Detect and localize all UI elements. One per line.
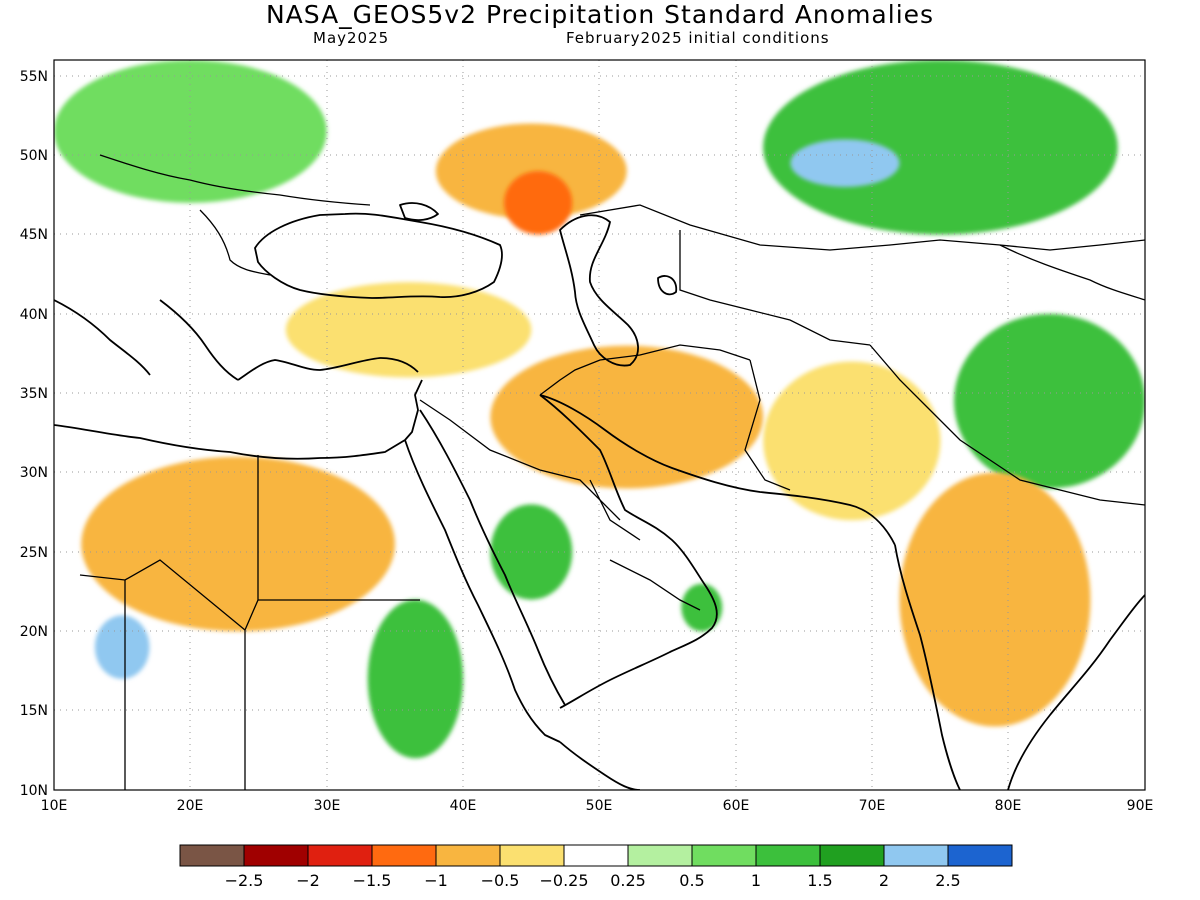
anomaly-region (54, 60, 327, 203)
colorbar-swatch (947, 844, 1013, 867)
lon-tick: 60E (723, 798, 750, 814)
colorbar-swatch (371, 844, 437, 867)
map-frame (53, 59, 1146, 791)
lat-tick: 35N (20, 386, 48, 402)
colorbar: −2.5 −2 −1.5 −1 −0.5 −0.25 0.25 0.5 1 1.5 2 2.5 (179, 844, 1013, 890)
colorbar-label: −2.5 (225, 871, 264, 890)
anomaly-region (790, 139, 900, 187)
lon-tick: 80E (995, 798, 1022, 814)
lon-tick: 20E (177, 798, 204, 814)
lon-tick: 90E (1127, 798, 1154, 814)
colorbar-swatch (307, 844, 373, 867)
colorbar-label: −1 (424, 871, 448, 890)
anomaly-region (435, 123, 627, 219)
anomaly-region (763, 60, 1118, 235)
colorbar-swatch (755, 844, 821, 867)
colorbar-swatch (819, 844, 885, 867)
anomaly-region (367, 599, 464, 759)
anomaly-region (899, 472, 1091, 727)
anomaly-region (504, 171, 573, 235)
lat-tick: 45N (20, 227, 48, 243)
anomaly-region (81, 456, 395, 632)
colorbar-label: 0.25 (610, 871, 646, 890)
colorbar-label: −0.25 (539, 871, 588, 890)
valid-month-label: May2025 (313, 29, 390, 47)
lat-tick: 25N (20, 545, 48, 561)
colorbar-swatch (243, 844, 309, 867)
colorbar-label: 2.5 (935, 871, 960, 890)
colorbar-swatch (179, 844, 245, 867)
lat-tick: 50N (20, 148, 48, 164)
colorbar-swatch (883, 844, 949, 867)
country-borders (79, 154, 1145, 790)
initial-conditions-label: February2025 initial conditions (566, 29, 830, 47)
lon-tick: 10E (41, 798, 68, 814)
anomaly-region (285, 282, 532, 378)
colorbar-swatch (435, 844, 501, 867)
colorbar-label: 1.5 (807, 871, 832, 890)
colorbar-label: −0.5 (481, 871, 520, 890)
anomaly-field (54, 60, 1145, 790)
map-title: NASA_GEOS5v2 Precipitation Standard Anom… (265, 0, 935, 29)
lat-tick: 15N (20, 703, 48, 719)
colorbar-label: −2 (296, 871, 320, 890)
colorbar-label: 2 (879, 871, 889, 890)
anomaly-region (490, 504, 573, 600)
colorbar-label: −1.5 (353, 871, 392, 890)
anomaly-region (94, 615, 150, 679)
anomaly-region (763, 361, 941, 521)
lon-tick: 40E (450, 798, 477, 814)
colorbar-label: 1 (751, 871, 761, 890)
lat-tick: 55N (20, 69, 48, 85)
anomaly-region (954, 313, 1145, 489)
longitude-axis: 10E 20E 30E 40E 50E 60E 70E 80E 90E (41, 798, 1154, 814)
colorbar-swatch (499, 844, 565, 867)
lat-tick: 20N (20, 624, 48, 640)
latitude-axis: 55N 50N 45N 40N 35N 30N 25N 20N 15N 10N (20, 69, 48, 799)
colorbar-swatch (563, 844, 629, 867)
colorbar-swatch (627, 844, 693, 867)
coastlines (54, 202, 1145, 790)
lat-tick: 40N (20, 307, 48, 323)
lat-tick: 30N (20, 465, 48, 481)
colorbar-label: 0.5 (679, 871, 704, 890)
colorbar-swatch (691, 844, 757, 867)
lon-tick: 30E (314, 798, 341, 814)
lon-tick: 70E (859, 798, 886, 814)
lon-tick: 50E (586, 798, 613, 814)
lat-tick: 10N (20, 783, 48, 799)
